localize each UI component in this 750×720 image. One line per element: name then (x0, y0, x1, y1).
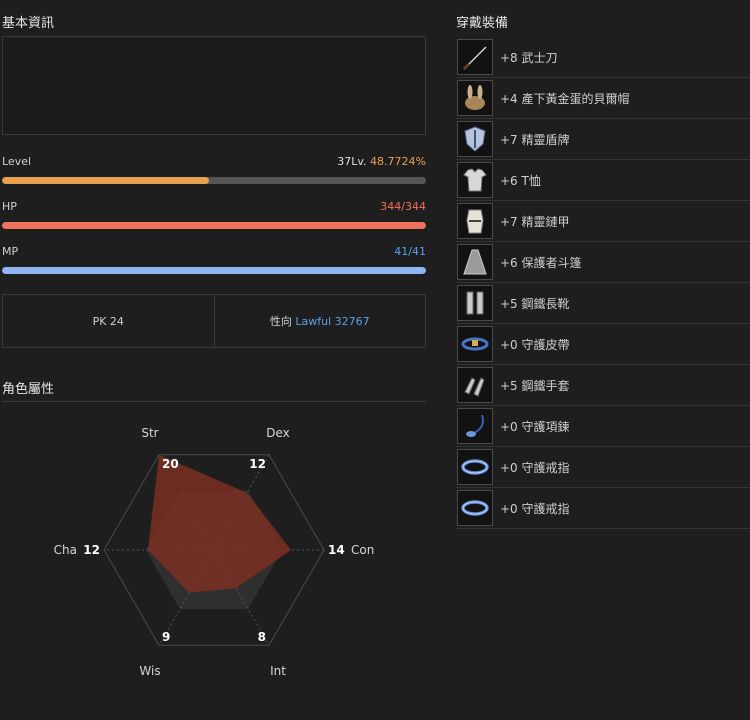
hp-value: 344/344 (380, 200, 426, 213)
bunny-hat-icon (457, 80, 493, 116)
equipment-item-label: +0 守護皮帶 (500, 337, 570, 352)
radar-value-cha: 12 (83, 543, 100, 557)
equipment-title: 穿戴裝備 (456, 16, 509, 31)
radar-label-wis: Wis (139, 664, 160, 678)
radar-value-con: 14 (328, 543, 345, 557)
radar-value-int: 8 (258, 630, 266, 644)
pk-cell: PK 24 (3, 295, 214, 347)
alignment-value: Lawful 32767 (295, 314, 370, 328)
level-value: 37Lv. 48.7724% (337, 155, 426, 168)
level-number: 37Lv. (337, 155, 367, 168)
equipment-item[interactable]: +5 鋼鐵手套 (456, 365, 750, 406)
equipment-item[interactable]: +0 守護皮帶 (456, 324, 750, 365)
mp-bar-fill (2, 267, 426, 274)
radar-value-wis: 9 (162, 630, 170, 644)
equipment-item[interactable]: +4 產下黃金蛋的貝爾帽 (456, 78, 750, 119)
radar-label-int: Int (270, 664, 286, 678)
radar-label-dex: Dex (266, 426, 290, 440)
attribute-radar-chart: 20 Str 12 Dex 14 Con 8 Int 9 Wis 12 Cha (54, 426, 375, 678)
equipment-item[interactable]: +7 精靈盾牌 (456, 119, 750, 160)
mp-value: 41/41 (394, 245, 426, 258)
radar-data-shape (148, 454, 291, 593)
equipment-item[interactable]: +0 守護項鍊 (456, 406, 750, 447)
iron-boots-icon (457, 285, 493, 321)
equipment-item-label: +5 鋼鐵手套 (500, 378, 570, 393)
pk-value: 24 (109, 314, 124, 328)
alignment-cell: 性向 Lawful 32767 (213, 295, 426, 347)
level-bar-fill (2, 177, 209, 184)
equipment-item-label: +4 產下黃金蛋的貝爾帽 (500, 91, 630, 106)
cloak-icon (457, 244, 493, 280)
equipment-item[interactable]: +6 T恤 (456, 160, 750, 201)
level-percent: 48.7724% (370, 155, 426, 168)
radar-label-con: Con (351, 543, 374, 557)
belt-icon (457, 326, 493, 362)
equipment-item[interactable]: +6 保護者斗篷 (456, 242, 750, 283)
tshirt-icon (457, 162, 493, 198)
attributes-divider (2, 401, 426, 402)
ring-icon (457, 490, 493, 526)
mp-bar (2, 267, 426, 274)
alignment-label: 性向 (269, 315, 292, 328)
basic-info-title: 基本資訊 (2, 16, 55, 31)
equipment-item-label: +7 精靈鏈甲 (500, 214, 570, 229)
attributes-title: 角色屬性 (2, 382, 55, 397)
equipment-item-label: +0 守護項鍊 (500, 419, 570, 434)
radar-label-str: Str (141, 426, 158, 440)
radar-label-cha: Cha (54, 543, 77, 557)
equipment-item-label: +6 T恤 (500, 173, 541, 188)
ring-icon (457, 449, 493, 485)
equipment-item[interactable]: +7 精靈鏈甲 (456, 201, 750, 242)
mp-label: MP (2, 245, 19, 258)
level-label: Level (2, 155, 32, 168)
equipment-item-label: +5 鋼鐵長靴 (500, 296, 570, 311)
hp-bar-fill (2, 222, 426, 229)
necklace-icon (457, 408, 493, 444)
radar-value-dex: 12 (249, 457, 266, 471)
equipment-list: +8 武士刀 +4 產下黃金蛋的貝爾帽 +7 精靈盾牌 +6 T恤 +7 精靈鏈甲 +6 … (456, 37, 750, 529)
equipment-item-label: +7 精靈盾牌 (500, 132, 570, 147)
iron-gloves-icon (457, 367, 493, 403)
equipment-item-label: +8 武士刀 (500, 50, 558, 65)
equipment-item[interactable]: +0 守護戒指 (456, 447, 750, 488)
equipment-item[interactable]: +0 守護戒指 (456, 488, 750, 529)
basic-info-panel (2, 36, 426, 135)
equipment-item[interactable]: +8 武士刀 (456, 37, 750, 78)
hp-label: HP (2, 200, 17, 213)
radar-value-str: 20 (162, 457, 179, 471)
equipment-item[interactable]: +5 鋼鐵長靴 (456, 283, 750, 324)
elven-shield-icon (457, 121, 493, 157)
pk-alignment-panel: PK 24 性向 Lawful 32767 (2, 294, 426, 348)
equipment-item-label: +0 守護戒指 (500, 460, 570, 475)
elven-mail-icon (457, 203, 493, 239)
equipment-item-label: +0 守護戒指 (500, 501, 570, 516)
katana-icon (457, 39, 493, 75)
pk-label: PK (92, 314, 107, 328)
equipment-item-label: +6 保護者斗篷 (500, 255, 582, 270)
hp-bar (2, 222, 426, 229)
level-bar (2, 177, 426, 184)
